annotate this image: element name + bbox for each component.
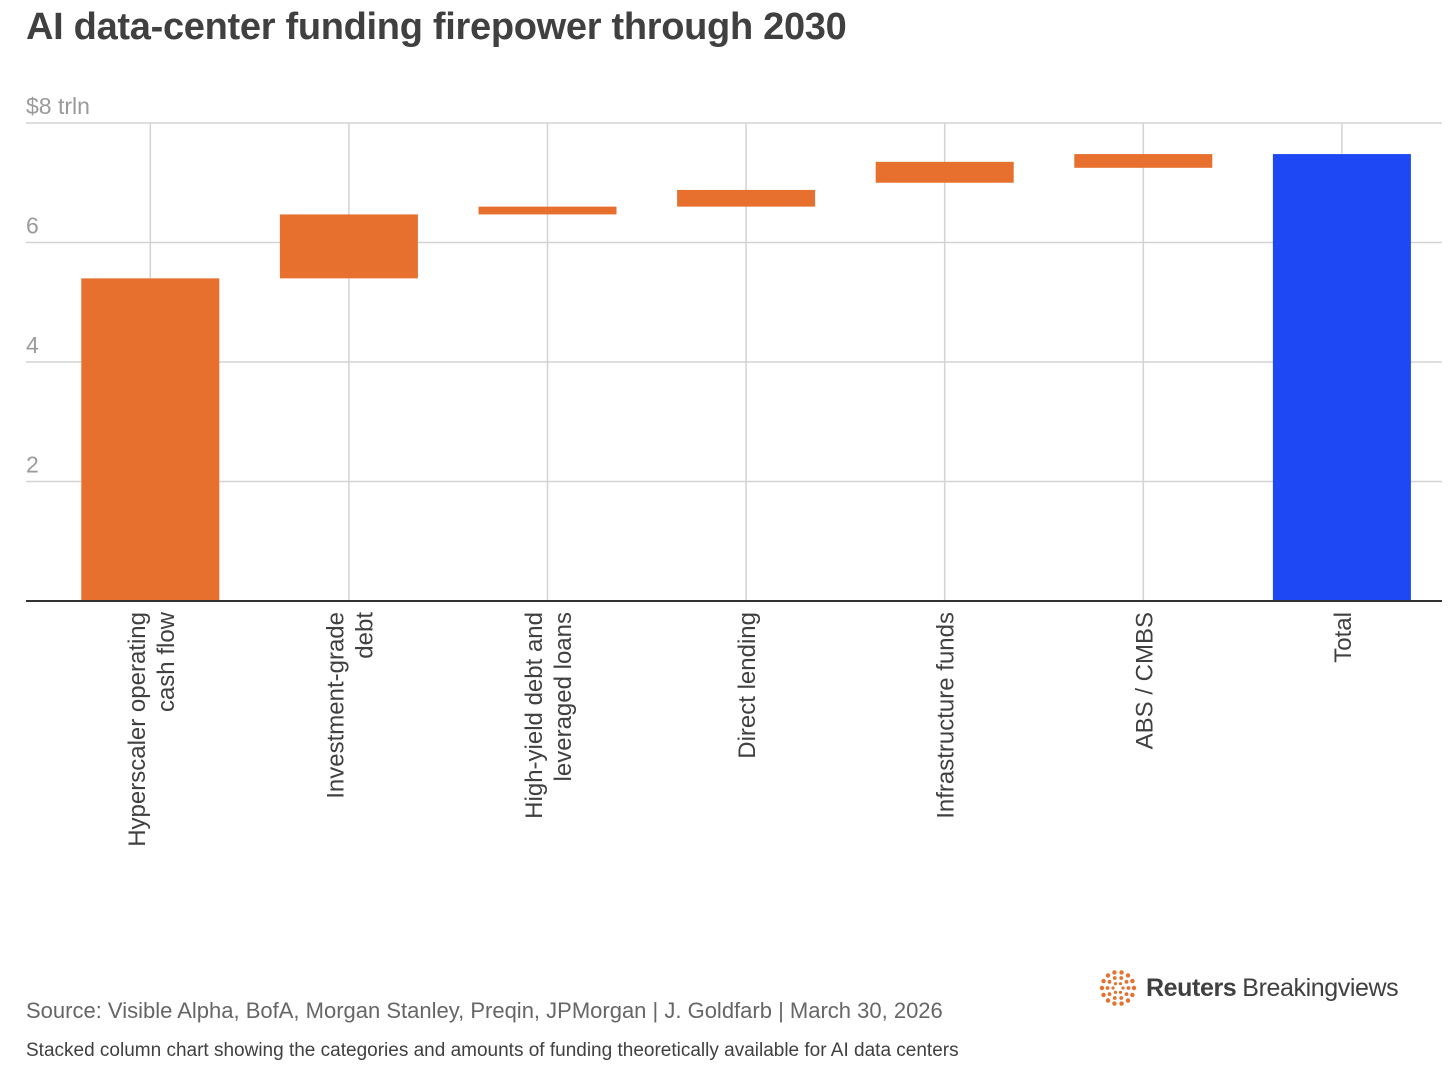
category-label-line: leveraged loans — [550, 612, 577, 781]
category-label-line: Direct lending — [734, 612, 761, 759]
category-label: Investment-grade debt — [322, 612, 378, 799]
bar: Infrastructure funds: 0.35 — [875, 161, 1014, 183]
category-label: Total — [1330, 612, 1357, 663]
y-tick-label: $8 trln — [26, 93, 90, 119]
bar: Total: 7.48 — [1272, 154, 1411, 601]
bar: High-yield debt and leveraged loans: 0.1… — [478, 206, 617, 215]
reuters-breakingviews-logo: Reuters Breakingviews — [1098, 966, 1399, 1010]
category-labels: Hyperscaler operating cash flow Investment… — [124, 611, 1357, 846]
bar: Hyperscaler operating cash flow: 5.4 — [81, 278, 220, 601]
category-label-line: High-yield debt and — [521, 612, 548, 819]
category-label: Hyperscaler operating cash flow — [124, 611, 180, 846]
category-label-line: Hyperscaler operating — [124, 612, 151, 847]
category-label: High-yield debt and leveraged loans — [521, 612, 577, 819]
y-tick-label: 4 — [26, 332, 39, 358]
bar: Investment-grade debt: 1.07 — [279, 214, 418, 279]
bar: Direct lending: 0.28 — [677, 189, 816, 207]
category-label: Direct lending — [734, 612, 761, 759]
category-label-line: Total — [1330, 612, 1357, 663]
source-note: Source: Visible Alpha, BofA, Morgan Stan… — [26, 998, 943, 1023]
category-label: Infrastructure funds — [933, 612, 960, 819]
chart-caption: Stacked column chart showing the categor… — [26, 1040, 959, 1061]
gridlines: 2 4 6 $8 trln — [26, 93, 1442, 601]
category-label-line: debt — [351, 612, 378, 659]
category-label-line: ABS / CMBS — [1131, 612, 1158, 749]
category-label-line: Investment-grade — [322, 612, 349, 799]
y-tick-label: 2 — [26, 452, 39, 478]
y-tick-label: 6 — [26, 213, 39, 239]
category-label: ABS / CMBS — [1131, 612, 1158, 749]
waterfall-chart: 2 4 6 $8 trln Hyperscaler operating cash fl… — [26, 93, 1442, 847]
chart-title: AI data-center funding firepower through… — [26, 6, 847, 48]
reuters-dots-icon — [1098, 968, 1138, 1008]
logo-product: Breakingviews — [1242, 973, 1399, 1002]
bars: Hyperscaler operating cash flow: 5.4 Inve… — [81, 154, 1411, 601]
category-label-line: cash flow — [153, 611, 180, 712]
bar: ABS / CMBS: 0.23 — [1074, 154, 1213, 168]
logo-brand: Reuters — [1146, 973, 1237, 1002]
category-label-line: Infrastructure funds — [933, 612, 960, 819]
